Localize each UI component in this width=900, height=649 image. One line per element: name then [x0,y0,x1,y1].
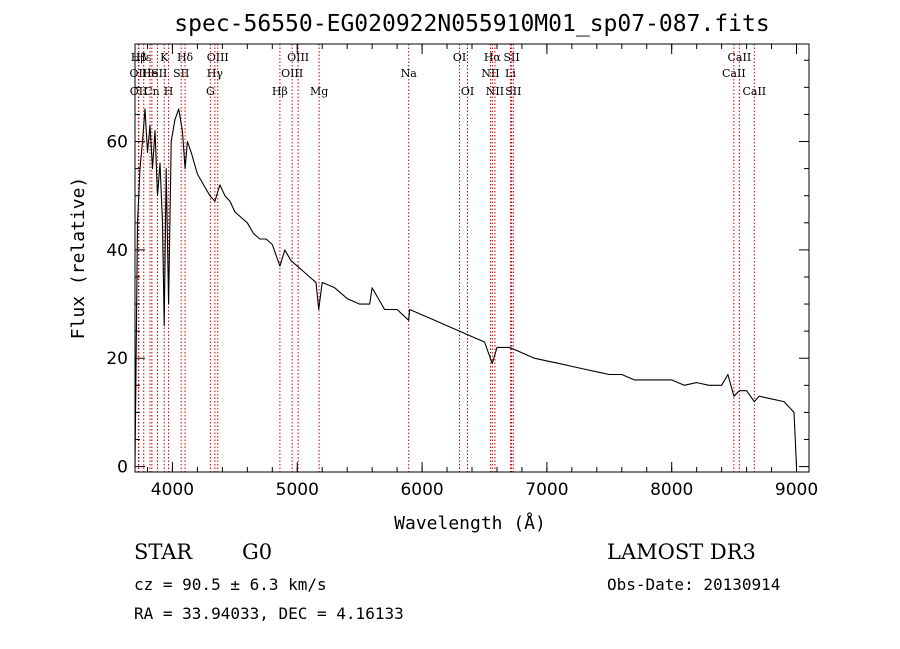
line-label: CaII [742,85,766,98]
line-label: lSII [148,67,168,80]
y-tick-label: 60 [106,133,128,153]
line-label: OI [453,51,466,64]
line-label: CaII [722,67,746,80]
y-axis-label: Flux (relative) [68,177,89,340]
y-tick-label: 40 [106,241,128,261]
line-label: Na [401,67,418,80]
y-tick-label: 20 [106,349,128,369]
spectrum-series [134,108,798,467]
line-label: OII [130,85,148,98]
axis-ticks: 4000 5000 6000 7000 8000 9000 0 20 40 60 [106,44,818,500]
line-label: OIII [287,51,309,64]
x-tick-label: 5000 [276,480,319,500]
line-label: He [142,67,158,80]
coordinates: RA = 33.94033, DEC = 4.16133 [134,604,404,623]
redshift-cz: cz = 90.5 ± 6.3 km/s [134,575,327,594]
line-label: Hγ [207,67,224,80]
object-subclass: G0 [242,540,273,564]
line-label: G [206,85,215,98]
line-label: Hδ [177,51,194,64]
spectrum-chart: spec-56550-EG020922N055910M01_sp07-087.f… [68,11,818,534]
line-label: H [164,85,174,98]
line-label: NII [486,85,504,98]
line-label: OI [461,85,474,98]
chart-title: spec-56550-EG020922N055910M01_sp07-087.f… [174,11,769,37]
survey-name: LAMOST DR3 [607,540,756,564]
line-label: K [160,51,169,64]
spectrum-line [134,108,798,467]
x-tick-label: 8000 [650,480,693,500]
line-label: Hα [484,51,502,64]
line-label: NII [481,67,499,80]
line-label: Hβ [272,85,288,98]
x-tick-label: 7000 [525,480,568,500]
line-label: CaII [728,51,752,64]
observation-date: Obs-Date: 20130914 [607,575,781,594]
x-tick-label: 4000 [151,480,194,500]
line-label: Hε [136,51,152,64]
line-label: SII [503,51,519,64]
x-axis-label: Wavelength (Å) [394,512,546,534]
line-label: SII [505,85,521,98]
line-label: SII [173,67,189,80]
y-tick-label: 0 [117,458,128,478]
line-label: Mg [310,85,328,98]
line-label: OIII [281,67,303,80]
x-tick-label: 6000 [400,480,443,500]
line-label: Cn [144,85,160,98]
plot-frame [134,43,810,473]
x-tick-label: 9000 [775,480,818,500]
object-type: STAR [134,540,193,564]
line-label: Li [505,67,516,80]
line-label: OIII [207,51,229,64]
